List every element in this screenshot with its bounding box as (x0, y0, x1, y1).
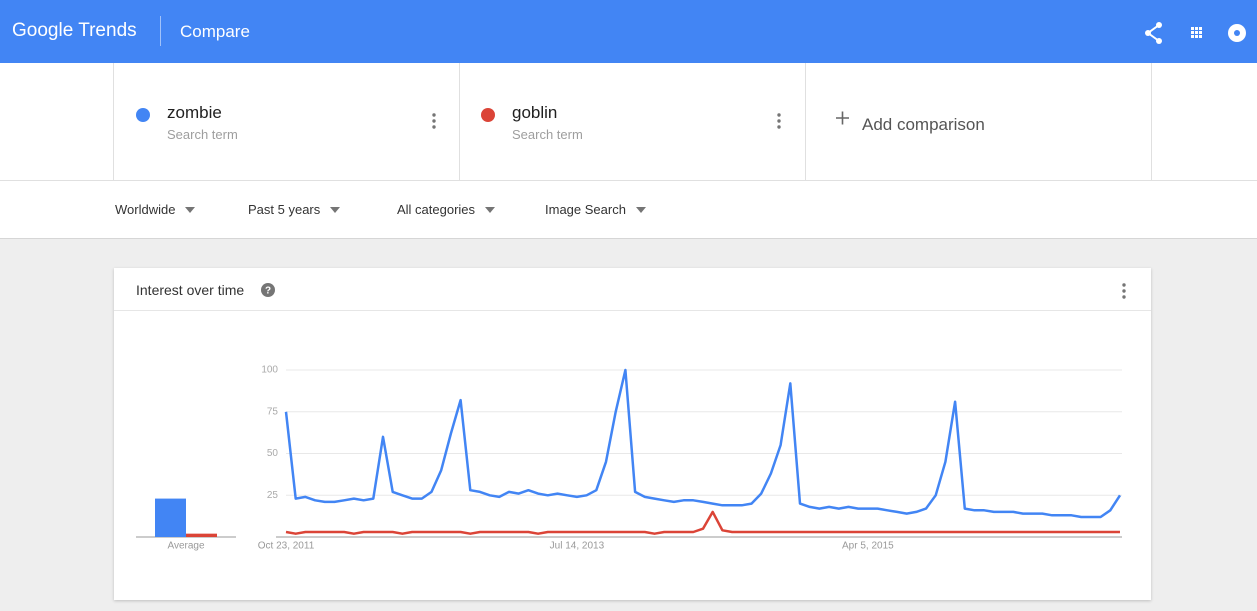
dropdown-arrow[interactable] (485, 207, 495, 213)
y-tick-label: 75 (267, 406, 279, 417)
line-series (285, 510, 1120, 535)
card: Interest over time ? 25 50 75 100 Oct 23, 20… (114, 268, 1151, 600)
y-tick-label: 50 (267, 448, 279, 459)
divider (160, 16, 161, 46)
filter[interactable]: Image Search (545, 202, 626, 217)
account-icon[interactable] (1228, 24, 1246, 42)
average-bar (186, 533, 217, 537)
more-icon[interactable] (777, 113, 781, 129)
top-bar: Google Trends Compare (0, 0, 1257, 63)
logo[interactable]: Google Trends (12, 20, 137, 41)
term-dot (136, 108, 150, 122)
term-subtitle: Search term (512, 127, 583, 142)
svg-text:?: ? (265, 286, 271, 297)
help-icon[interactable]: ? (260, 282, 276, 298)
y-tick-label: 25 (267, 490, 279, 501)
card-title: Interest over time (136, 282, 245, 298)
x-tick-label: Jul 14, 2013 (550, 541, 605, 552)
terms-row: zombie Search term goblin Search term Ad… (0, 63, 1257, 181)
more-icon[interactable] (1118, 282, 1130, 300)
term-name[interactable]: goblin (512, 103, 558, 122)
dropdown-arrow[interactable] (185, 207, 195, 213)
filter[interactable]: Worldwide (115, 202, 176, 217)
x-tick-label: Apr 5, 2015 (842, 541, 894, 552)
term-subtitle: Search term (167, 127, 238, 142)
filter[interactable]: All categories (397, 202, 476, 217)
header-icons (1145, 22, 1246, 44)
term-icons (136, 108, 849, 129)
term-dot (481, 108, 495, 122)
filters-row: Worldwide Past 5 years All categories Image… (0, 181, 1257, 239)
add-comparison[interactable]: Add comparison (862, 115, 985, 134)
chart: 25 50 75 100 Oct 23, 2011 Jul 14, 2013 Apr 5, … (136, 365, 1122, 552)
line-series (284, 368, 1122, 519)
y-tick-label: 100 (261, 365, 278, 376)
more-icon[interactable] (432, 113, 436, 129)
apps-icon[interactable] (1191, 27, 1202, 38)
average-label: Average (167, 541, 205, 552)
dropdown-arrow[interactable] (330, 207, 340, 213)
card-divider (114, 310, 1151, 311)
x-tick-label: Oct 23, 2011 (258, 541, 315, 552)
plus-icon[interactable] (836, 111, 849, 125)
dropdown-arrow[interactable] (636, 207, 646, 213)
section-title: Compare (180, 22, 250, 41)
share-icon[interactable] (1145, 22, 1162, 44)
average-bar (155, 498, 186, 537)
filter[interactable]: Past 5 years (248, 202, 321, 217)
term-name[interactable]: zombie (167, 103, 222, 122)
